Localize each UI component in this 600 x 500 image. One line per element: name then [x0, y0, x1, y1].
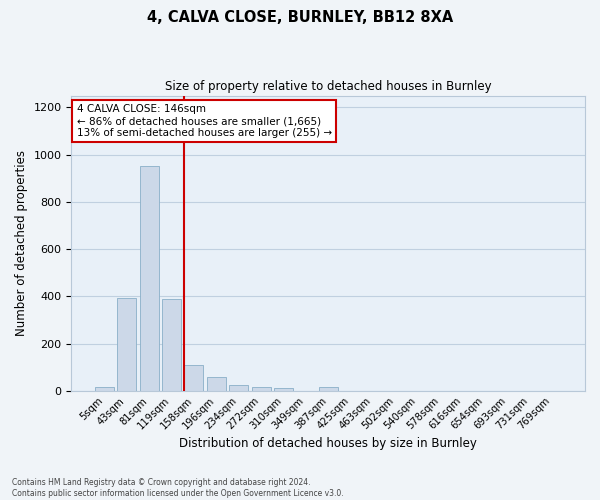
Bar	[95, 388, 114, 391]
Y-axis label: Number of detached properties: Number of detached properties	[15, 150, 28, 336]
Text: Contains HM Land Registry data © Crown copyright and database right 2024.
Contai: Contains HM Land Registry data © Crown c…	[12, 478, 344, 498]
Bar	[251, 386, 271, 391]
Bar	[319, 388, 338, 391]
Title: Size of property relative to detached houses in Burnley: Size of property relative to detached ho…	[165, 80, 491, 93]
Bar	[207, 378, 226, 391]
X-axis label: Distribution of detached houses by size in Burnley: Distribution of detached houses by size …	[179, 437, 477, 450]
Text: 4, CALVA CLOSE, BURNLEY, BB12 8XA: 4, CALVA CLOSE, BURNLEY, BB12 8XA	[147, 10, 453, 25]
Bar	[117, 298, 136, 391]
Bar	[162, 299, 181, 391]
Text: 4 CALVA CLOSE: 146sqm
← 86% of detached houses are smaller (1,665)
13% of semi-d: 4 CALVA CLOSE: 146sqm ← 86% of detached …	[77, 104, 332, 138]
Bar	[274, 388, 293, 391]
Bar	[229, 384, 248, 391]
Bar	[184, 365, 203, 391]
Bar	[140, 166, 158, 391]
